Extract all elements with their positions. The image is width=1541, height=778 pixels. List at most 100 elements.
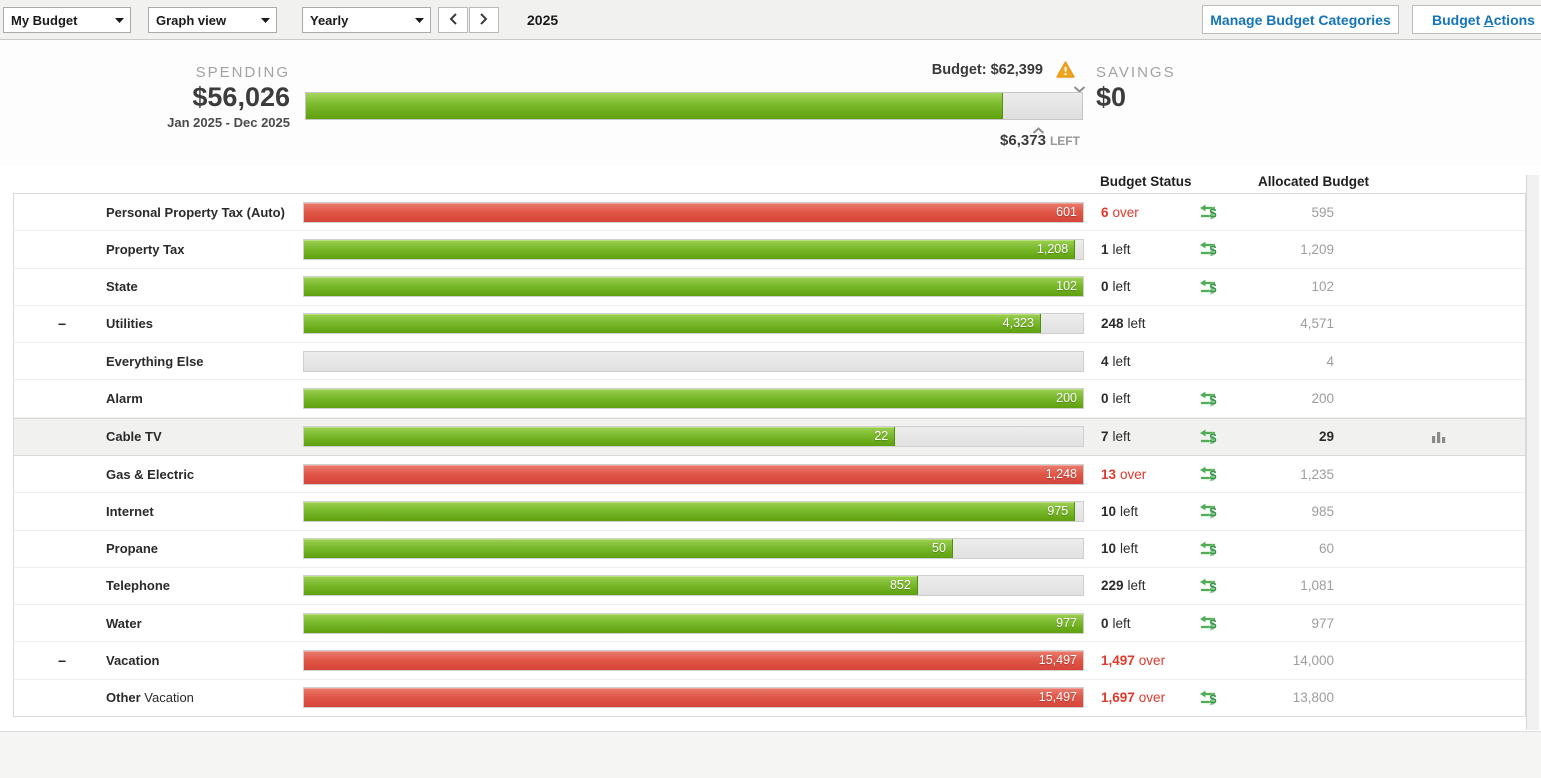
status-amount: 10: [1101, 541, 1117, 557]
warning-triangle-icon[interactable]: [1056, 61, 1075, 81]
column-header-allocated-budget: Allocated Budget: [1258, 174, 1370, 189]
status-amount: 7: [1101, 429, 1109, 445]
svg-text:$: $: [1210, 506, 1217, 519]
allocated-budget-cell[interactable]: 1,209: [1300, 241, 1334, 257]
allocated-budget-cell[interactable]: 1,081: [1300, 578, 1334, 594]
table-row[interactable]: State 102 0 left $102: [14, 269, 1525, 306]
budget-actions-label: Budget Actions: [1432, 11, 1535, 28]
left-word: LEFT: [1049, 134, 1080, 148]
allocated-budget-cell[interactable]: 4,571: [1300, 316, 1334, 332]
allocated-budget-cell[interactable]: 985: [1311, 503, 1334, 519]
rollover-dollar-icon[interactable]: $: [1196, 531, 1220, 567]
period-select[interactable]: Yearly: [302, 7, 431, 33]
allocated-budget-cell[interactable]: 595: [1311, 204, 1334, 220]
view-select[interactable]: Graph view: [148, 7, 277, 33]
category-label-bold: Internet: [106, 503, 154, 519]
budget-bar-fill: 22: [304, 427, 896, 447]
left-amount: $6,373: [1000, 132, 1046, 149]
table-row[interactable]: Personal Property Tax (Auto) 601 6 over $595: [14, 194, 1525, 232]
table-row[interactable]: Alarm 200 0 left $200: [14, 380, 1525, 418]
collapse-toggle[interactable]: −: [58, 315, 67, 332]
allocated-budget-cell[interactable]: 13,800: [1292, 690, 1334, 706]
budget-bar-fill: 50: [304, 539, 953, 559]
rollover-dollar-icon[interactable]: $: [1196, 605, 1220, 641]
prev-period-button[interactable]: [438, 7, 468, 33]
left-marker-caret-icon: [1032, 122, 1045, 137]
bar-value-label: 601: [1056, 204, 1077, 219]
allocated-budget-cell[interactable]: 977: [1311, 615, 1334, 631]
category-label: Alarm: [106, 380, 291, 416]
table-row[interactable]: Other Vacation 15,497 1,697 over $13,800: [14, 680, 1525, 716]
table-row[interactable]: − Vacation 15,497 1,497 over 14,000: [14, 642, 1525, 680]
table-row[interactable]: Everything Else 4 left 4: [14, 343, 1525, 381]
status-word: left: [1112, 353, 1131, 369]
table-row[interactable]: − Utilities 4,323 248 left 4,571: [14, 306, 1525, 344]
allocated-budget-cell[interactable]: 4: [1326, 353, 1334, 369]
budget-bar-fill: 975: [304, 501, 1076, 521]
table-row[interactable]: Property Tax 1,208 1 left $1,209: [14, 231, 1525, 269]
budget-status-cell: 248 left: [1101, 306, 1146, 342]
table-row[interactable]: Propane 50 10 left $60: [14, 531, 1525, 568]
chevron-right-icon: [479, 12, 489, 29]
savings-block: SAVINGS $0: [1096, 64, 1176, 113]
spending-label: SPENDING: [195, 64, 290, 81]
category-label: Cable TV: [106, 419, 291, 455]
status-word: left: [1127, 316, 1146, 332]
rollover-dollar-icon[interactable]: $: [1196, 456, 1220, 492]
status-amount: 229: [1101, 578, 1124, 594]
allocated-budget-cell[interactable]: 1,235: [1300, 466, 1334, 482]
rollover-dollar-icon[interactable]: $: [1196, 680, 1220, 716]
budget-actions-button[interactable]: Budget Actions: [1412, 5, 1541, 34]
rollover-dollar-icon[interactable]: $: [1196, 568, 1220, 604]
status-word: over: [1138, 653, 1166, 669]
rollover-dollar-icon[interactable]: $: [1196, 493, 1220, 529]
rollover-dollar-icon[interactable]: $: [1196, 419, 1220, 455]
table-row[interactable]: Internet 975 10 left $985: [14, 493, 1525, 531]
budget-bar-track: 4,323: [303, 313, 1084, 335]
allocated-budget-cell[interactable]: 29: [1318, 429, 1334, 445]
category-label-bold: Propane: [106, 541, 159, 557]
budget-status-cell: 10 left: [1101, 493, 1138, 529]
bar-value-label: 977: [1056, 615, 1077, 630]
status-word: left: [1112, 615, 1131, 631]
next-period-button[interactable]: [469, 7, 499, 33]
category-label: Personal Property Tax (Auto): [106, 194, 291, 230]
table-row[interactable]: Water 977 0 left $977: [14, 605, 1525, 643]
rollover-dollar-icon[interactable]: $: [1196, 380, 1220, 416]
table-row[interactable]: Cable TV 22 7 left $29: [14, 417, 1525, 456]
table-row[interactable]: Telephone 852 229 left $1,081: [14, 568, 1525, 606]
category-label-bold: Vacation: [106, 653, 160, 669]
budget-table: Personal Property Tax (Auto) 601 6 over $595…: [13, 193, 1526, 717]
category-label-bold: Property Tax: [106, 241, 185, 257]
savings-value: $0: [1096, 82, 1127, 112]
overall-budget-bar-fill: [306, 93, 1003, 119]
status-amount: 13: [1101, 466, 1117, 482]
allocated-budget-cell[interactable]: 200: [1311, 391, 1334, 407]
budget-bar-track: 977: [303, 612, 1084, 634]
vertical-scrollbar[interactable]: [1526, 175, 1539, 730]
table-row[interactable]: Gas & Electric 1,248 13 over $1,235: [14, 456, 1525, 494]
budget-select[interactable]: My Budget: [3, 7, 131, 33]
rollover-dollar-icon[interactable]: $: [1196, 194, 1220, 230]
budget-bar-track: 50: [303, 538, 1084, 560]
bar-chart-icon[interactable]: [1431, 419, 1451, 455]
overall-budget-bar[interactable]: [305, 92, 1083, 120]
savings-label: SAVINGS: [1096, 64, 1176, 81]
allocated-budget-cell[interactable]: 14,000: [1292, 653, 1334, 669]
rollover-dollar-icon[interactable]: $: [1196, 269, 1220, 305]
svg-text:$: $: [1210, 692, 1217, 705]
budget-marker-caret-icon: [1073, 81, 1086, 96]
category-label-normal: Vacation: [140, 690, 194, 706]
collapse-toggle[interactable]: −: [58, 652, 67, 669]
allocated-budget-cell[interactable]: 102: [1311, 279, 1334, 295]
allocated-budget-cell[interactable]: 60: [1318, 541, 1334, 557]
manage-budget-categories-button[interactable]: Manage Budget Categories: [1202, 5, 1399, 34]
category-label-bold: Personal Property Tax (Auto): [106, 204, 285, 220]
budget-select-value: My Budget: [11, 12, 78, 28]
category-label-bold: Gas & Electric: [106, 466, 195, 482]
bar-value-label: 975: [1047, 503, 1069, 518]
chevron-left-icon: [448, 12, 458, 29]
budget-bar-track: [303, 350, 1084, 372]
chevron-down-icon: [108, 17, 130, 23]
rollover-dollar-icon[interactable]: $: [1196, 231, 1220, 267]
